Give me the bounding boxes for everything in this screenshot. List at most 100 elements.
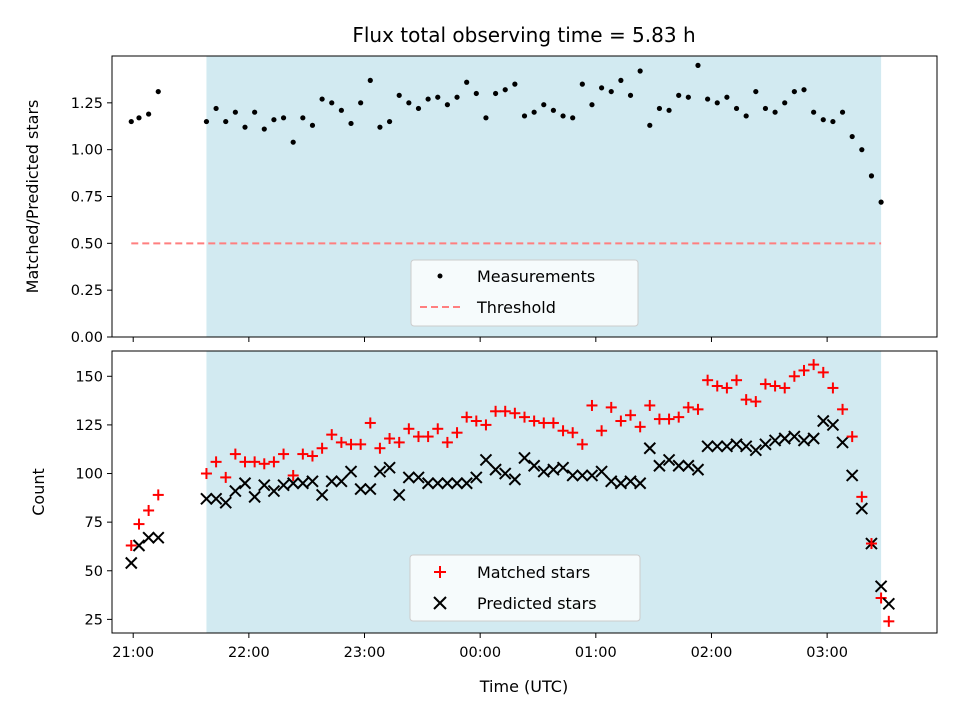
- predicted-star-point: [219, 496, 232, 509]
- measurement-point: [560, 113, 566, 119]
- measurement-point: [136, 115, 142, 121]
- matched-star-point: [856, 491, 868, 503]
- measurement-point: [319, 96, 325, 102]
- predicted-star-point: [527, 459, 541, 472]
- matched-star-point: [133, 518, 145, 530]
- predicted-star-point: [238, 477, 252, 490]
- measurement-point: [415, 105, 422, 112]
- matched-star-point: [605, 401, 617, 413]
- measurement-point: [541, 102, 547, 108]
- measurement-point: [203, 118, 210, 125]
- predicted-star-point: [479, 453, 493, 467]
- predicted-star-point: [566, 469, 579, 482]
- predicted-star-point: [315, 488, 329, 502]
- matched-star-point: [692, 403, 704, 415]
- predicted-star-point: [421, 477, 435, 490]
- y-tick-label: 125: [75, 418, 103, 434]
- predicted-star-point: [759, 438, 772, 451]
- predicted-star-point: [508, 473, 522, 486]
- matched-star-point: [249, 456, 261, 468]
- predicted-star-point: [441, 477, 454, 490]
- measurement-point: [570, 115, 576, 121]
- predicted-star-point: [605, 475, 618, 488]
- top-y-ticks: 0.00 0.25 0.50 0.75 1.00 1.25: [71, 96, 112, 346]
- legend-matched-marker: [434, 566, 446, 578]
- matched-star-point: [875, 592, 887, 604]
- measurement-point: [232, 109, 238, 115]
- matched-star-point: [384, 433, 396, 445]
- matched-star-point: [788, 370, 800, 382]
- measurement-point: [753, 88, 759, 95]
- matched-star-point: [239, 456, 251, 468]
- matched-star-point: [278, 448, 290, 460]
- measurement-point: [839, 109, 846, 115]
- predicted-star-point: [286, 477, 300, 490]
- measurement-point: [695, 62, 701, 68]
- predicted-star-point: [142, 531, 155, 544]
- matched-star-point: [210, 456, 222, 468]
- measurement-point: [271, 117, 277, 123]
- matched-star-point: [711, 380, 723, 392]
- predicted-star-point: [354, 482, 367, 496]
- matched-star-point: [883, 615, 895, 627]
- predicted-star-point: [643, 442, 656, 455]
- predicted-star-point: [229, 484, 242, 498]
- predicted-star-point: [701, 440, 714, 453]
- measurement-point: [676, 92, 682, 98]
- predicted-star-point: [547, 463, 560, 476]
- measurement-point: [386, 118, 393, 125]
- y-tick-label: 1.25: [71, 96, 103, 112]
- measurement-point: [656, 105, 663, 112]
- measurement-point: [252, 109, 258, 115]
- predicted-star-point: [807, 432, 820, 445]
- measurement-point: [589, 102, 595, 108]
- bottom-axes-frame: [111, 350, 938, 634]
- measurement-point: [473, 90, 479, 97]
- predicted-star-point: [344, 465, 358, 478]
- measurement-point: [521, 113, 528, 119]
- matched-star-point: [220, 471, 232, 483]
- matched-star-point: [769, 380, 781, 392]
- legend-measurements-label: Measurements: [477, 267, 595, 286]
- matched-star-point: [143, 504, 155, 516]
- top-x-ticks: [132, 337, 828, 342]
- bottom-panel: 25 50 75 100 125 150 21:00 22:00 23:00 00:00 01:0…: [29, 350, 938, 696]
- y-tick-label: 0.75: [71, 190, 103, 206]
- matched-star-point: [432, 423, 444, 435]
- predicted-star-point: [402, 471, 416, 484]
- matched-star-point: [576, 438, 588, 450]
- matched-star-point: [798, 364, 810, 376]
- legend-matched-label: Matched stars: [477, 563, 590, 582]
- predicted-star-point: [556, 461, 570, 474]
- predicted-star-point: [720, 440, 734, 453]
- bottom-y-axis-label: Count: [29, 468, 48, 516]
- predicted-star-point: [730, 438, 743, 451]
- predicted-star-point: [711, 440, 724, 453]
- matched-star-point: [451, 427, 463, 439]
- matched-star-point: [634, 421, 646, 433]
- predicted-star-point: [431, 477, 444, 490]
- predicted-star-point: [200, 492, 213, 506]
- measurement-point: [444, 102, 450, 108]
- predicted-star-point: [585, 469, 599, 482]
- matched-star-point: [586, 399, 598, 411]
- y-tick-label: 75: [85, 515, 103, 531]
- predicted-star-point: [855, 502, 869, 515]
- predicted-star-point: [576, 469, 589, 482]
- legend-threshold-label: Threshold: [476, 298, 556, 317]
- matched-star-point: [779, 382, 791, 394]
- measurement-point: [406, 100, 412, 106]
- measurement-point: [849, 133, 855, 140]
- measurement-point: [743, 113, 749, 119]
- x-tick-label: 01:00: [575, 645, 617, 661]
- predicted-star-point: [836, 436, 849, 449]
- predicted-star-point: [662, 453, 676, 467]
- predicted-star-point: [364, 482, 377, 496]
- predicted-star-point: [489, 463, 502, 476]
- measurement-point: [155, 88, 161, 95]
- measurement-point: [483, 115, 489, 121]
- matched-star-point: [470, 415, 482, 427]
- measurement-point: [637, 68, 643, 74]
- measurement-point: [550, 107, 557, 113]
- predicted-star-point: [393, 488, 406, 502]
